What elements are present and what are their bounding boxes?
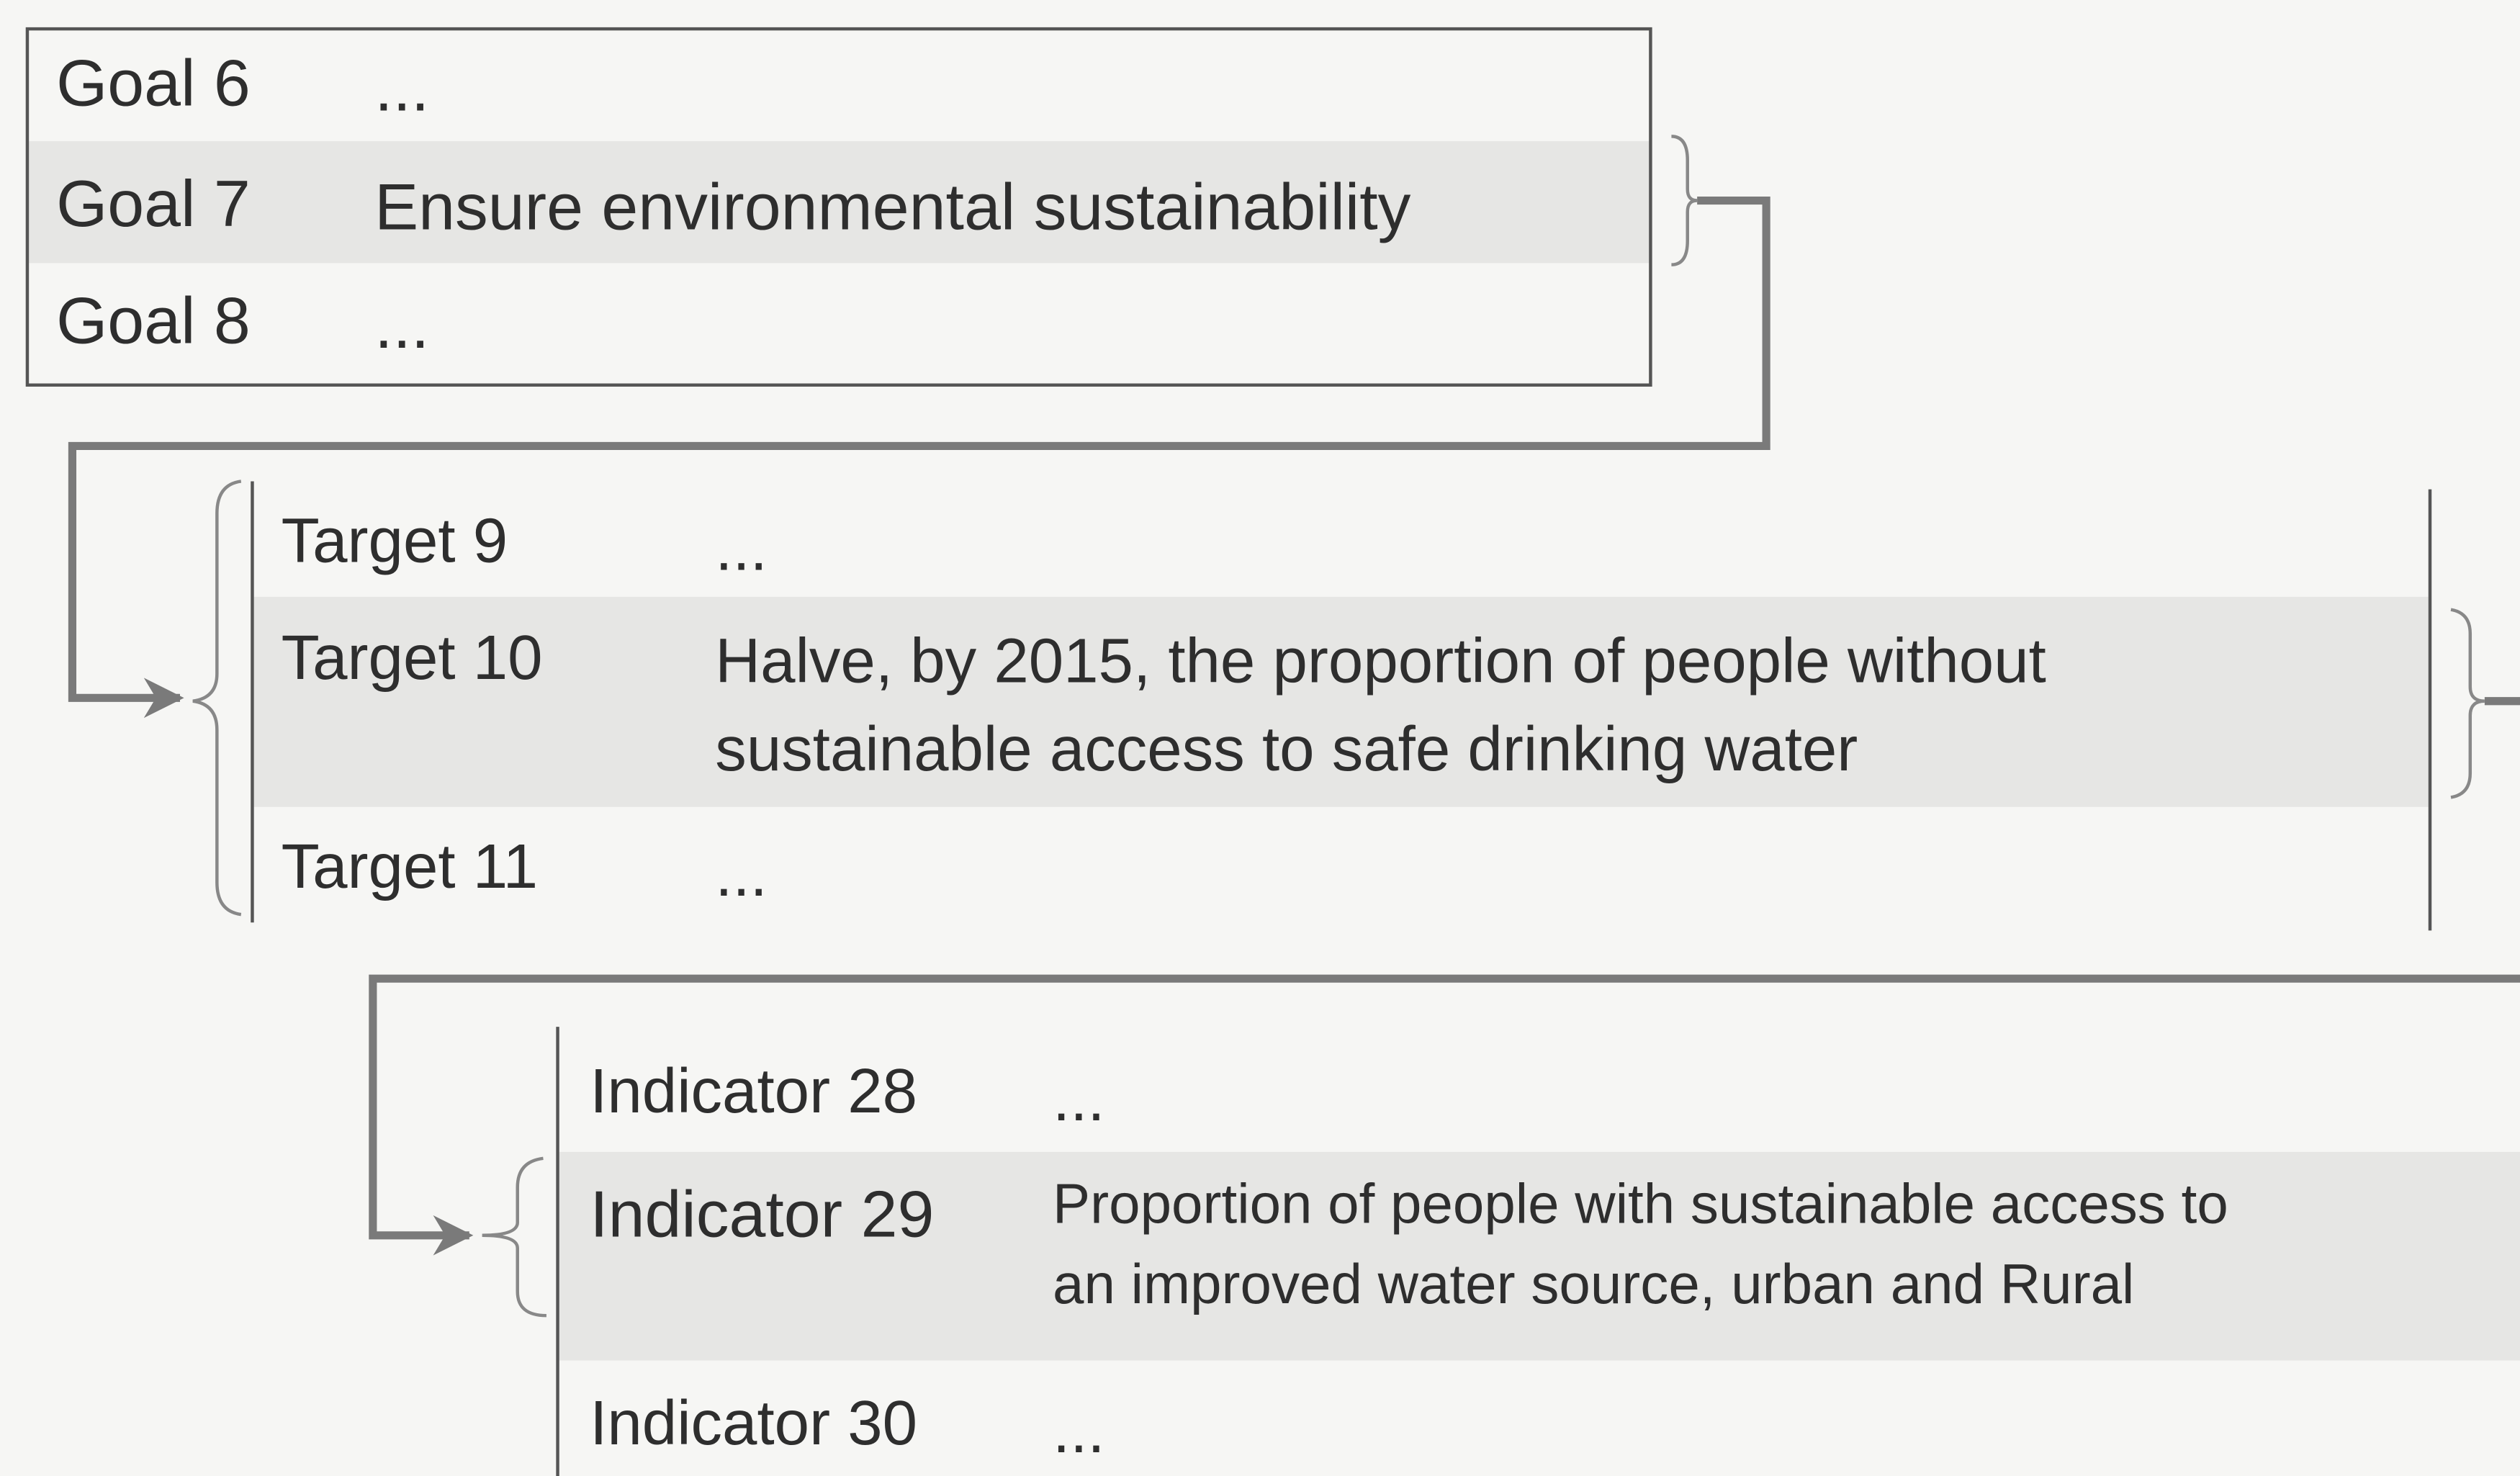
connector: [369, 974, 2520, 1256]
target-text: ...: [715, 840, 768, 909]
indicator-text: an improved water source, urban and Rura…: [1053, 1252, 2134, 1315]
target-label: Target 11: [282, 832, 538, 901]
indicator-label: Indicator 28: [590, 1056, 917, 1126]
goal-text: ...: [374, 289, 429, 362]
target-label: Target 9: [282, 506, 508, 576]
brace: [482, 1156, 546, 1318]
highlight-band: [253, 596, 2429, 807]
brace: [192, 480, 242, 917]
target-label: Target 10: [282, 623, 543, 693]
brace: [1671, 135, 1698, 266]
indicator-label: Indicator 30: [590, 1388, 917, 1458]
goal-text: ...: [374, 51, 429, 125]
highlight-band: [559, 1151, 2520, 1361]
indicator-text: Proportion of people with sustainable ac…: [1053, 1172, 2228, 1236]
goal-label: Goal 7: [56, 167, 251, 240]
target-text: ...: [715, 514, 768, 584]
brace: [2450, 608, 2485, 799]
indicator-text: ...: [1053, 1064, 1105, 1134]
goal-box: [25, 27, 1652, 387]
connector: [68, 196, 1770, 719]
target-text: Halve, by 2015, the proportion of people…: [715, 626, 2046, 696]
goal-label: Goal 6: [56, 47, 251, 120]
goal-label: Goal 8: [56, 284, 251, 358]
indicator-label: Indicator 29: [590, 1178, 934, 1251]
highlight-band: [29, 141, 1650, 264]
goal-text: Ensure environmental sustainability: [374, 170, 1411, 243]
indicator-text: ...: [1053, 1396, 1105, 1466]
target-text: sustainable access to safe drinking wate…: [715, 714, 1858, 784]
